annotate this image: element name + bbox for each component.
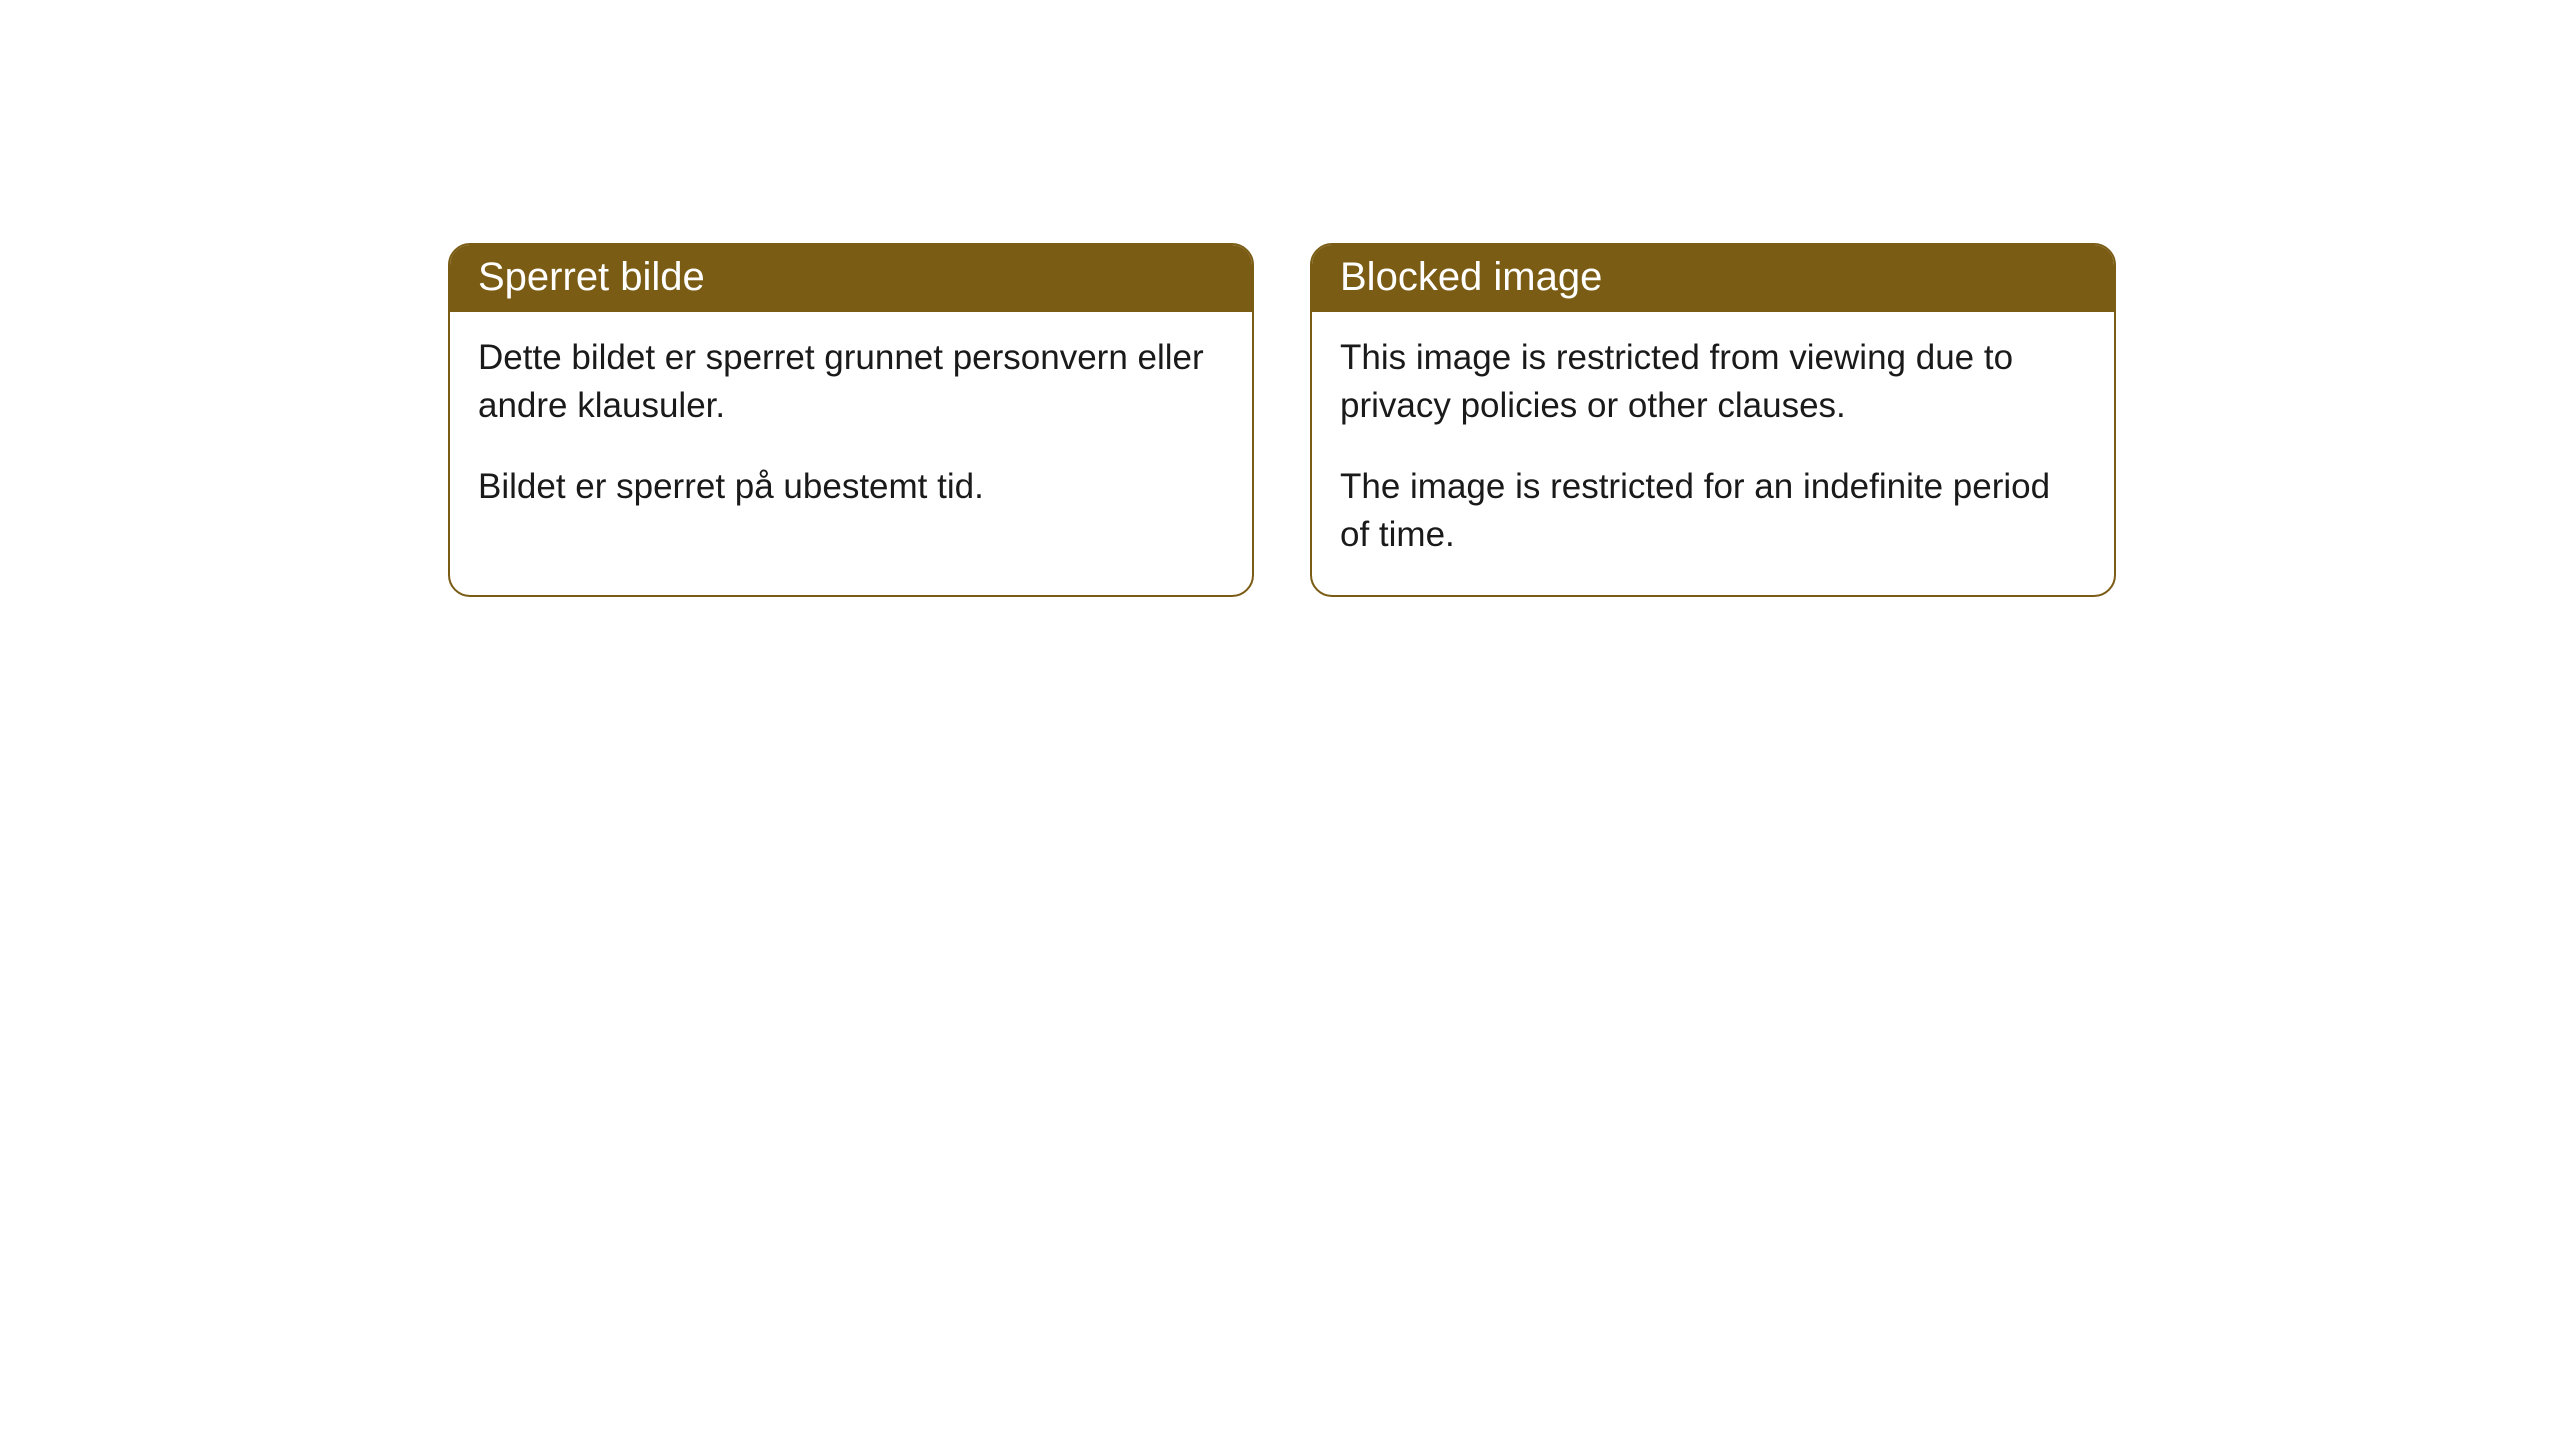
notice-container: Sperret bilde Dette bildet er sperret gr… <box>0 0 2560 597</box>
notice-card-norwegian: Sperret bilde Dette bildet er sperret gr… <box>448 243 1254 597</box>
notice-paragraph-1-norwegian: Dette bildet er sperret grunnet personve… <box>478 334 1224 431</box>
notice-header-norwegian: Sperret bilde <box>450 245 1252 312</box>
notice-title-english: Blocked image <box>1340 255 1602 299</box>
notice-title-norwegian: Sperret bilde <box>478 255 705 299</box>
notice-body-norwegian: Dette bildet er sperret grunnet personve… <box>450 312 1252 547</box>
notice-paragraph-1-english: This image is restricted from viewing du… <box>1340 334 2086 431</box>
notice-header-english: Blocked image <box>1312 245 2114 312</box>
notice-body-english: This image is restricted from viewing du… <box>1312 312 2114 595</box>
notice-paragraph-2-norwegian: Bildet er sperret på ubestemt tid. <box>478 463 1224 511</box>
notice-paragraph-2-english: The image is restricted for an indefinit… <box>1340 463 2086 560</box>
notice-card-english: Blocked image This image is restricted f… <box>1310 243 2116 597</box>
